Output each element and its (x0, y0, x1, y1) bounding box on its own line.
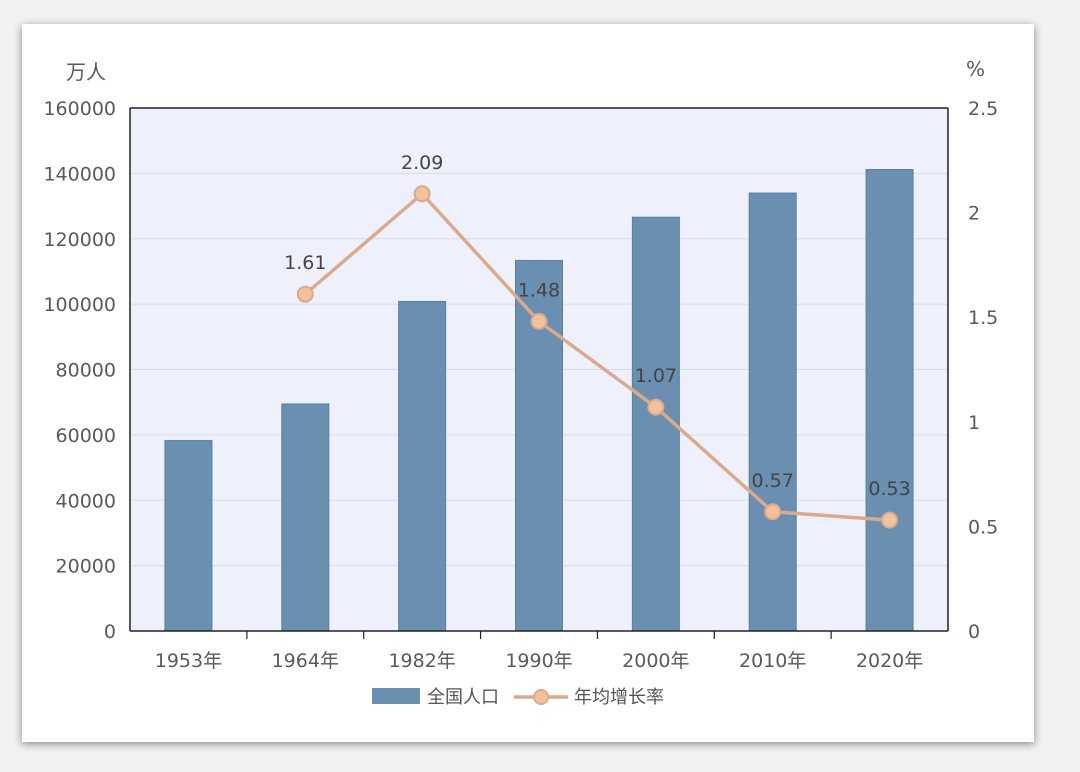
left-axis-unit: 万人 (66, 60, 106, 84)
line-data-label: 0.57 (752, 470, 794, 492)
growth-rate-line (304, 192, 890, 522)
right-tick-label: 0 (968, 621, 980, 643)
legend-line-marker (533, 689, 549, 705)
legend-bar-label: 全国人口 (427, 687, 499, 708)
line-point (764, 503, 782, 521)
line-point (413, 185, 431, 203)
bar (865, 169, 914, 632)
bar (398, 300, 447, 632)
line-data-label: 2.09 (401, 152, 443, 174)
x-tick-label: 1982年 (388, 650, 455, 672)
tick-labels: 0 20000 40000 60000 80000 100000 120000 140000 1… (43, 98, 998, 672)
bar (748, 192, 797, 632)
left-tick-label: 0 (104, 621, 116, 643)
line-data-label: 1.48 (518, 279, 560, 301)
left-tick-label: 60000 (56, 425, 116, 447)
line-data-label: 0.53 (868, 478, 910, 500)
right-tick-label: 1 (968, 412, 980, 434)
left-tick-label: 80000 (56, 360, 116, 382)
line-data-label: 1.61 (284, 252, 326, 274)
axes (129, 107, 949, 639)
line-data-label: 1.07 (635, 365, 677, 387)
bar (164, 440, 213, 632)
bar (631, 216, 680, 632)
x-tick-label: 1990年 (505, 650, 572, 672)
right-tick-label: 1.5 (968, 307, 998, 329)
x-tick-label: 2000年 (622, 650, 689, 672)
x-tick-label: 2010年 (739, 650, 806, 672)
line-series (296, 185, 899, 529)
right-tick-label: 2.5 (968, 98, 998, 120)
line-point (647, 398, 665, 416)
line-point (296, 285, 314, 303)
data-labels: 1.61 2.09 1.48 1.07 0.57 0.53 (284, 152, 911, 500)
right-tick-label: 2 (968, 203, 980, 225)
chart-card: 1.61 2.09 1.48 1.07 0.57 0.53 0 20000 40000 6000… (22, 24, 1034, 742)
x-tick-label: 2020年 (856, 650, 923, 672)
right-tick-label: 0.5 (968, 516, 998, 538)
left-tick-label: 40000 (56, 490, 116, 512)
x-tick-label: 1953年 (155, 650, 222, 672)
population-chart: 1.61 2.09 1.48 1.07 0.57 0.53 0 20000 40000 6000… (43, 57, 998, 708)
left-tick-label: 120000 (43, 229, 116, 251)
legend-bar-swatch (372, 688, 420, 704)
bar (281, 403, 330, 632)
left-tick-label: 20000 (56, 556, 116, 578)
left-tick-label: 140000 (43, 163, 116, 185)
x-tick-label: 1964年 (272, 650, 339, 672)
line-point (881, 511, 899, 529)
legend: 全国人口 年均增长率 (372, 687, 664, 708)
left-tick-label: 160000 (43, 98, 116, 120)
line-point (530, 312, 548, 330)
right-axis-unit: % (966, 57, 985, 81)
left-tick-label: 100000 (43, 294, 116, 316)
legend-line-label: 年均增长率 (574, 687, 664, 708)
